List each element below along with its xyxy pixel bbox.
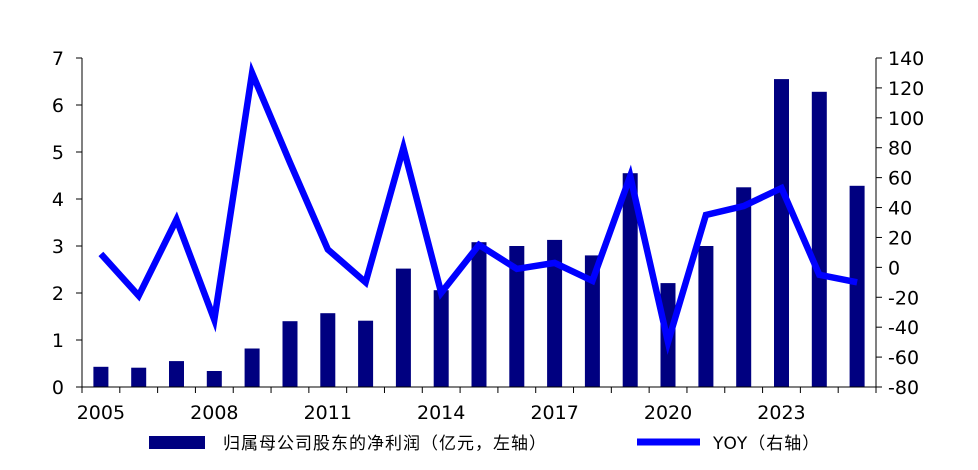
axes-layer [76, 57, 882, 393]
x-tick-label-2014: 2014 [417, 402, 465, 424]
bar-2007 [169, 361, 184, 387]
legend-label-net-profit: 归属母公司股东的净利润（亿元，左轴） [223, 434, 547, 454]
legend: 归属母公司股东的净利润（亿元，左轴） YOY（右轴） [149, 434, 820, 454]
legend-label-yoy: YOY（右轴） [712, 434, 820, 454]
y-right-tick-label: -60 [888, 347, 919, 369]
y-right-tick-label: 40 [888, 198, 912, 220]
x-tick-label-2008: 2008 [190, 402, 238, 424]
x-tick-label-2017: 2017 [530, 402, 578, 424]
bar-2016 [509, 246, 525, 387]
y-left-tick-label: 7 [52, 48, 64, 70]
bar-2011 [320, 313, 336, 387]
y-right-tick-label: -80 [888, 377, 919, 399]
bar-2012 [358, 320, 374, 387]
y-left-tick-label: 4 [52, 189, 64, 211]
y-right-tick-label: 140 [888, 48, 924, 70]
y-left-tick-label: 6 [52, 95, 64, 117]
y-left-tick-label: 5 [52, 142, 64, 164]
series-line-yoy [98, 61, 858, 355]
y-left-tick-label: 2 [52, 283, 64, 305]
bar-2013 [395, 268, 411, 387]
bar-2009 [244, 348, 260, 387]
y-right-tick-label: 60 [888, 168, 912, 190]
bar-2015 [471, 242, 487, 387]
bar-2006 [131, 367, 147, 387]
y-right-tick-label: -40 [888, 317, 919, 339]
line-layer [98, 61, 858, 355]
x-tick-label-2005: 2005 [77, 402, 125, 424]
y-left-tick-label: 3 [52, 236, 64, 258]
bar-2014 [433, 290, 449, 387]
bar-2005 [93, 366, 109, 387]
bar-2008 [206, 371, 222, 387]
y-left-tick-label: 1 [52, 330, 64, 352]
bar-2023 [774, 79, 789, 387]
y-right-tick-label: 80 [888, 138, 912, 160]
bars-layer [93, 79, 865, 388]
x-tick-label-2020: 2020 [644, 402, 692, 424]
bar-2021 [698, 246, 714, 387]
bar-2017 [547, 239, 563, 387]
y-right-tick-label: 20 [888, 227, 912, 249]
y-right-tick-label: -20 [888, 287, 919, 309]
y-left-tick-label: 0 [52, 377, 64, 399]
bar-2010 [282, 321, 298, 387]
bar-2022 [736, 187, 752, 387]
legend-swatch-bar [149, 436, 205, 449]
x-tick-label-2023: 2023 [757, 402, 805, 424]
ticks-layer: 0 1 2 3 4 5 6 7 -80 -60 -40 -20 0 20 40 60 80 100 120 140 20… [52, 48, 924, 424]
y-right-tick-label: 0 [888, 257, 900, 279]
x-tick-label-2011: 2011 [304, 402, 352, 424]
bar-2024 [811, 91, 827, 388]
bar-2018 [584, 255, 600, 387]
y-right-tick-label: 100 [888, 108, 924, 130]
bar-2025 [849, 185, 865, 387]
bar-2019 [622, 173, 638, 387]
y-right-tick-label: 120 [888, 78, 924, 100]
